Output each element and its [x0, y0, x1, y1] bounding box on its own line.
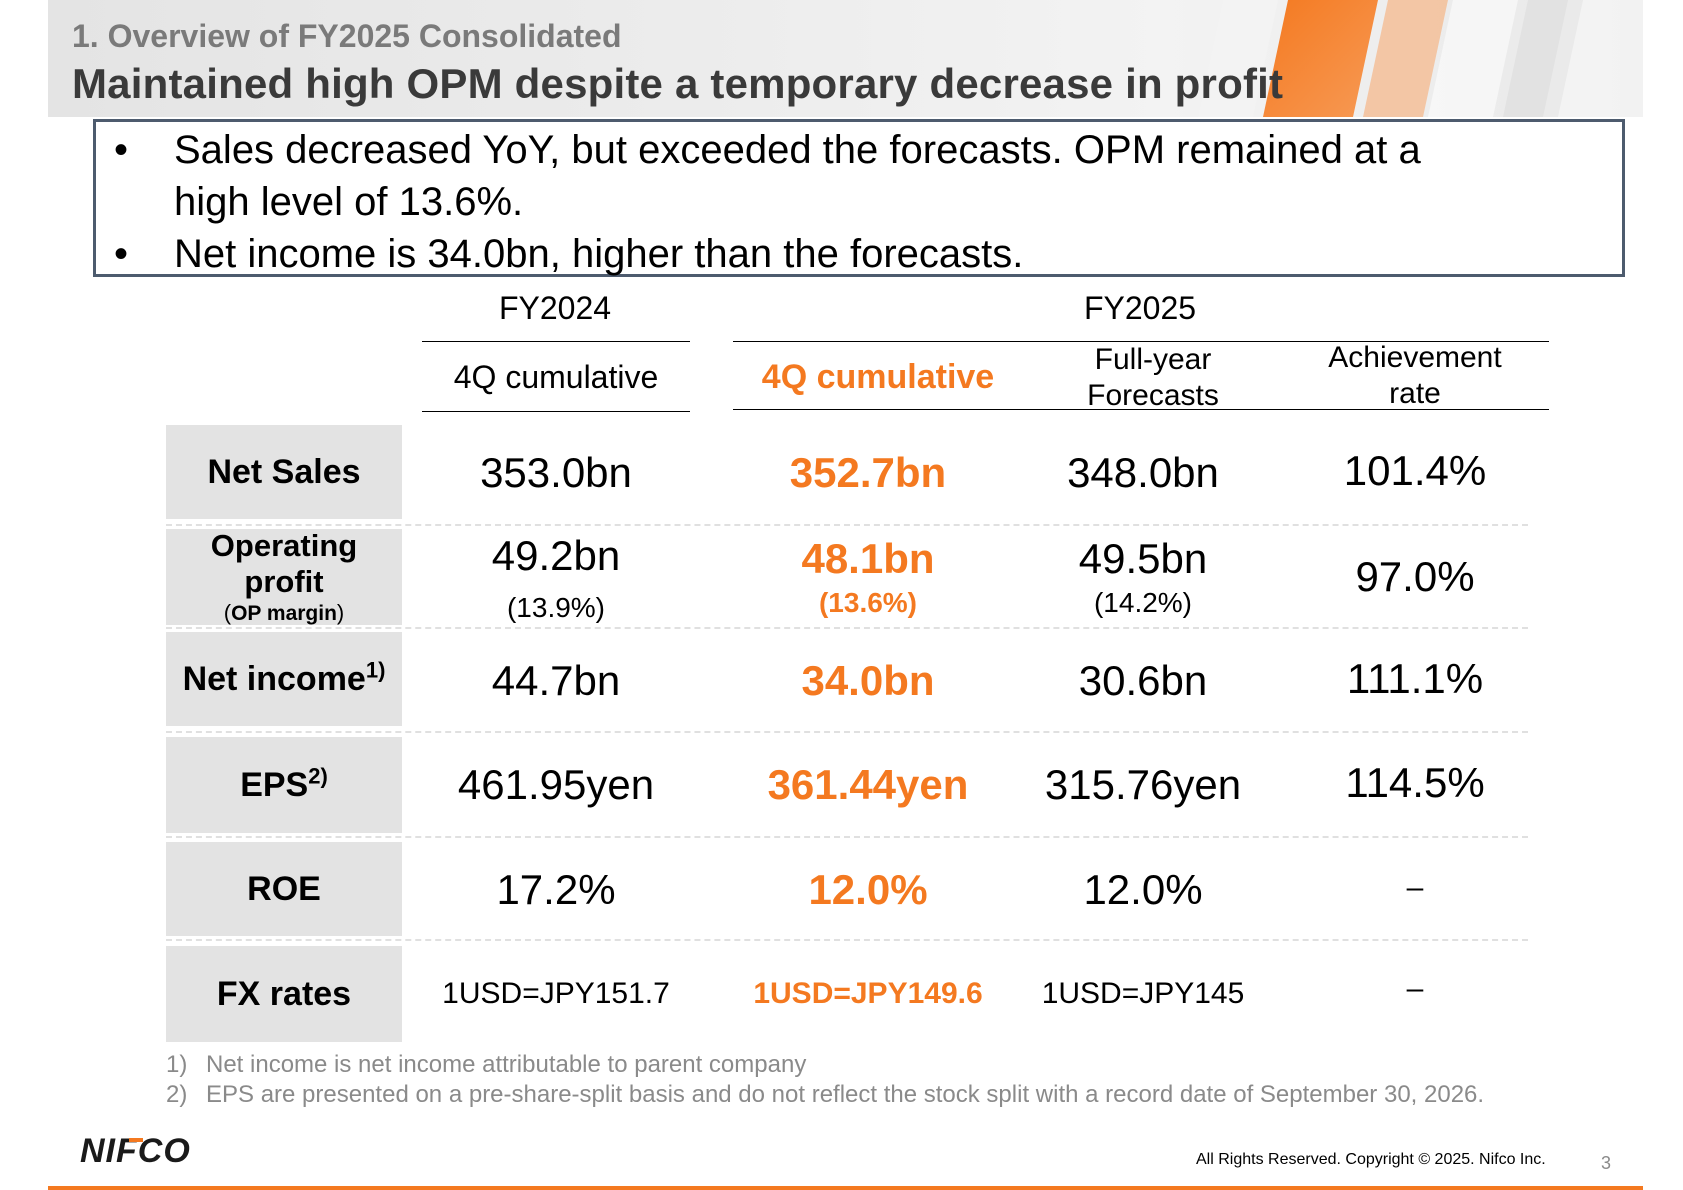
- col-head-forecast-line-1: Full-year: [1094, 343, 1212, 376]
- nifco-logo: NIFCO: [80, 1132, 191, 1168]
- cell-op-fy2025: 48.1bn: [801, 535, 935, 582]
- cell-net-sales-achievement: 101.4%: [1343, 447, 1487, 494]
- bottom-accent-bar: [48, 1186, 1643, 1190]
- row-separator: [166, 836, 1528, 838]
- row-label-operating-profit: Operating profit (OP margin): [166, 527, 402, 627]
- header-stripes-decoration: [1198, 0, 1643, 117]
- footnote-number: 2): [166, 1081, 188, 1108]
- col-head-fy2025-4q: 4Q cumulative: [761, 358, 995, 396]
- row-label-text: EPS2): [240, 763, 328, 804]
- section-label: 1. Overview of FY2025 Consolidated: [72, 18, 622, 54]
- summary-bullet-1-line-1: Sales decreased YoY, but exceeded the fo…: [174, 128, 1421, 172]
- cell-eps-forecast: 315.76yen: [1044, 761, 1242, 808]
- logo-text: NIFCO: [80, 1132, 191, 1168]
- cell-op-forecast: 49.5bn: [1078, 535, 1208, 582]
- cell-fx-fy2024: 1USD=JPY151.7: [442, 977, 670, 1010]
- cell-net-sales-forecast: 348.0bn: [1067, 449, 1219, 496]
- summary-box: • Sales decreased YoY, but exceeded the …: [93, 119, 1625, 277]
- footnote-ref-1: 1): [365, 657, 386, 683]
- col-head-forecast: Full-year Forecasts: [1043, 342, 1263, 414]
- footnote-ref-2: 2): [308, 763, 328, 789]
- net-income-label: Net income: [182, 660, 366, 698]
- cell-roe-achievement: –: [1406, 871, 1424, 904]
- rule-fy2024-top: [422, 341, 690, 342]
- cell-roe-forecast: 12.0%: [1083, 866, 1203, 913]
- cell-fx-forecast: 1USD=JPY145: [1041, 977, 1245, 1010]
- cell-net-income-fy2024: 44.7bn: [491, 657, 621, 704]
- cell-net-sales-fy2024: 353.0bn: [480, 449, 632, 496]
- page-number: 3: [1601, 1153, 1612, 1173]
- rule-fy2025-bottom: [733, 409, 1549, 410]
- cell-op-achievement: 97.0%: [1355, 553, 1475, 600]
- row-label-fx-rates: FX rates: [166, 946, 402, 1042]
- rule-fy2024-bottom: [422, 411, 690, 412]
- footnote-number: 1): [166, 1051, 188, 1078]
- cell-roe-fy2025: 12.0%: [808, 866, 928, 913]
- cell-net-income-fy2025: 34.0bn: [801, 657, 935, 704]
- footnote-2: 2) EPS are presented on a pre-share-split…: [166, 1081, 1484, 1109]
- group-head-fy2024: FY2024: [498, 290, 612, 326]
- col-head-achievement-line-1: Achievement: [1328, 341, 1502, 374]
- cell-op-fy2024: 49.2bn: [491, 532, 621, 579]
- bullet-marker: •: [114, 128, 129, 172]
- footnote-text: Net income is net income attributable to…: [206, 1051, 807, 1078]
- cell-op-margin-fy2024: (13.9%): [506, 592, 606, 623]
- header-band: [48, 0, 1643, 117]
- row-separator: [166, 939, 1528, 941]
- paren-open: (: [223, 599, 232, 625]
- cell-eps-fy2025: 361.44yen: [767, 761, 969, 808]
- bullet-marker: •: [114, 232, 129, 276]
- eps-label: EPS: [240, 766, 309, 804]
- row-label-text: Net income1): [182, 657, 386, 698]
- op-margin-text: OP margin: [231, 601, 337, 625]
- row-label-line-2: profit: [244, 563, 324, 599]
- cell-eps-fy2024: 461.95yen: [457, 761, 655, 808]
- row-separator: [166, 627, 1528, 629]
- row-label-text: Net Sales: [207, 453, 361, 491]
- cell-op-margin-forecast: (14.2%): [1093, 587, 1193, 618]
- row-separator: [166, 524, 1528, 526]
- row-label-net-sales: Net Sales: [166, 425, 402, 519]
- cell-op-margin-fy2025: (13.6%): [818, 587, 918, 618]
- summary-bullet-2: Net income is 34.0bn, higher than the fo…: [174, 232, 1024, 276]
- row-label-roe: ROE: [166, 842, 402, 936]
- summary-bullet-1-line-2: high level of 13.6%.: [174, 180, 524, 224]
- group-head-fy2025: FY2025: [1083, 290, 1197, 326]
- cell-net-sales-fy2025: 352.7bn: [789, 449, 947, 496]
- paren-close: ): [336, 599, 345, 625]
- row-label-text: FX rates: [216, 975, 352, 1013]
- cell-eps-achievement: 114.5%: [1345, 759, 1485, 806]
- col-head-achievement: Achievement rate: [1290, 340, 1540, 412]
- cell-net-income-forecast: 30.6bn: [1078, 657, 1208, 704]
- cell-roe-fy2024: 17.2%: [496, 866, 616, 913]
- rule-fy2025-top: [733, 341, 1549, 342]
- row-label-eps: EPS2): [166, 737, 402, 833]
- row-sublabel-op-margin: (OP margin): [224, 600, 344, 627]
- cell-net-income-achievement: 111.1%: [1346, 655, 1484, 702]
- copyright-text: All Rights Reserved. Copyright © 2025. N…: [1196, 1151, 1546, 1168]
- summary-bullet-1: Sales decreased YoY, but exceeded the fo…: [174, 124, 1614, 228]
- row-label-net-income: Net income1): [166, 632, 402, 726]
- cell-fx-achievement: –: [1406, 972, 1424, 1005]
- row-separator: [166, 731, 1528, 733]
- row-label-text: ROE: [247, 870, 321, 908]
- col-head-achievement-line-2: rate: [1389, 377, 1441, 410]
- footnote-1: 1) Net income is net income attributable …: [166, 1051, 806, 1079]
- cell-fx-fy2025: 1USD=JPY149.6: [753, 977, 983, 1010]
- footnote-text: EPS are presented on a pre-share-split b…: [206, 1081, 1485, 1108]
- col-head-forecast-line-2: Forecasts: [1087, 379, 1219, 412]
- col-head-fy2024-4q: 4Q cumulative: [453, 359, 659, 395]
- slide-title: Maintained high OPM despite a temporary …: [72, 60, 1284, 107]
- row-label-line-1: Operating: [210, 527, 358, 563]
